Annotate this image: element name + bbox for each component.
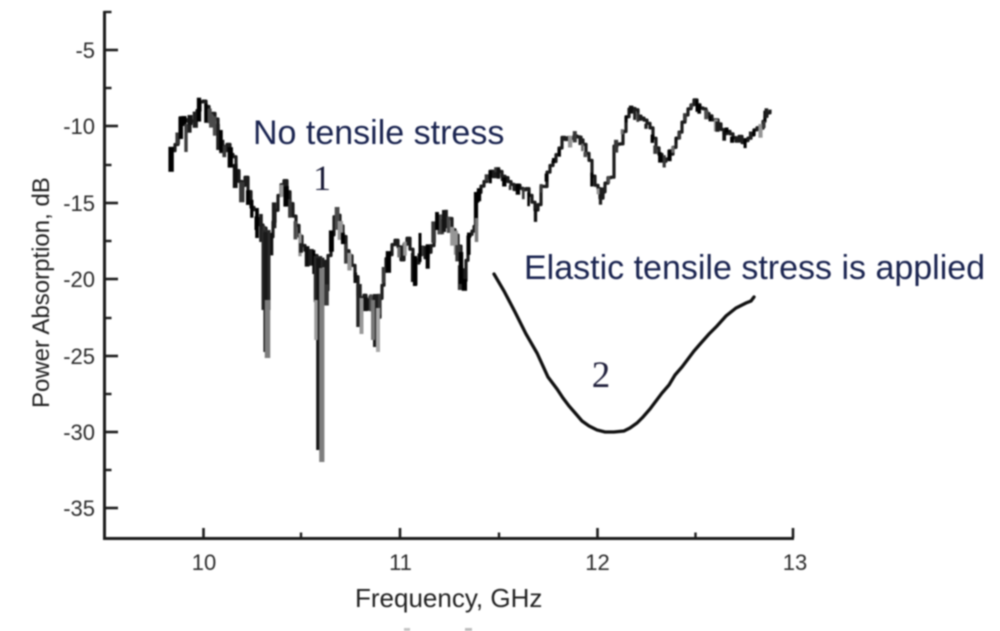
svg-text:Frequency, GHz: Frequency, GHz <box>355 583 542 613</box>
svg-text:-20: -20 <box>63 267 95 292</box>
svg-text:11: 11 <box>389 550 412 575</box>
svg-text:10: 10 <box>192 550 216 575</box>
svg-text:-25: -25 <box>63 344 95 369</box>
svg-text:2: 2 <box>592 355 611 396</box>
svg-text:-5: -5 <box>75 38 95 63</box>
svg-text:12: 12 <box>585 550 609 575</box>
svg-text:-35: -35 <box>63 496 95 521</box>
svg-text:13: 13 <box>783 550 807 575</box>
svg-text:-15: -15 <box>63 191 95 216</box>
svg-text:-10: -10 <box>63 114 95 139</box>
svg-text:-30: -30 <box>63 420 95 445</box>
svg-text:1: 1 <box>313 158 331 198</box>
svg-text:Elastic tensile stress is appl: Elastic tensile stress is applied <box>524 249 985 287</box>
svg-text:No tensile stress: No tensile stress <box>253 114 504 152</box>
svg-text:Power Absorption, dB: Power Absorption, dB <box>28 177 55 408</box>
